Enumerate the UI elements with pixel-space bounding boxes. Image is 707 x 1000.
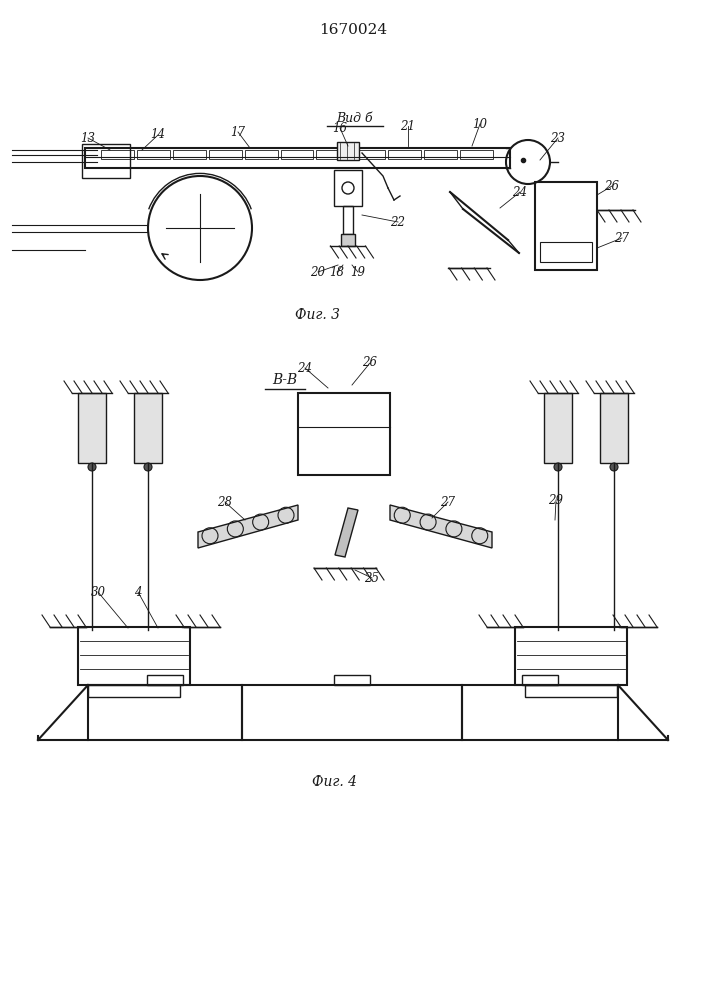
Bar xyxy=(209,150,242,159)
Text: 20: 20 xyxy=(310,265,325,278)
Bar xyxy=(78,393,106,463)
Polygon shape xyxy=(335,508,358,557)
Bar xyxy=(245,150,278,159)
Text: 4: 4 xyxy=(134,585,141,598)
Bar xyxy=(515,627,627,685)
Bar xyxy=(85,148,510,168)
Text: 24: 24 xyxy=(513,186,527,198)
Bar xyxy=(341,234,355,246)
Bar xyxy=(352,150,385,159)
Bar xyxy=(334,675,370,685)
Bar xyxy=(101,150,134,159)
Bar xyxy=(317,150,349,159)
Text: 27: 27 xyxy=(614,232,629,244)
Bar xyxy=(147,675,183,685)
Text: Фиг. 4: Фиг. 4 xyxy=(312,775,358,789)
Bar xyxy=(544,393,572,463)
Text: В-В: В-В xyxy=(272,373,298,387)
Bar xyxy=(337,142,359,160)
Circle shape xyxy=(144,463,152,471)
Text: 23: 23 xyxy=(551,131,566,144)
Text: 27: 27 xyxy=(440,495,455,508)
Text: 26: 26 xyxy=(604,180,619,192)
Bar xyxy=(540,242,592,262)
Circle shape xyxy=(88,463,96,471)
Text: 25: 25 xyxy=(365,572,380,584)
Text: 21: 21 xyxy=(400,119,416,132)
Bar xyxy=(522,675,558,685)
Text: 29: 29 xyxy=(549,493,563,506)
Text: 24: 24 xyxy=(298,361,312,374)
Bar xyxy=(298,393,390,475)
Bar xyxy=(82,144,130,178)
Bar xyxy=(462,685,618,740)
Bar xyxy=(600,393,628,463)
Text: 28: 28 xyxy=(218,495,233,508)
Bar xyxy=(424,150,457,159)
Text: Вид б: Вид б xyxy=(337,111,373,124)
Circle shape xyxy=(610,463,618,471)
Bar xyxy=(134,393,162,463)
Bar xyxy=(137,150,170,159)
Bar xyxy=(343,206,353,234)
Bar xyxy=(88,685,180,697)
Bar xyxy=(173,150,206,159)
Bar xyxy=(460,150,493,159)
Text: Фиг. 3: Фиг. 3 xyxy=(296,308,341,322)
Text: 1670024: 1670024 xyxy=(319,23,387,37)
Bar xyxy=(242,685,462,740)
Polygon shape xyxy=(390,505,492,548)
Text: 14: 14 xyxy=(151,128,165,141)
Bar xyxy=(525,685,617,697)
Text: 22: 22 xyxy=(390,216,406,229)
Circle shape xyxy=(554,463,562,471)
Text: 19: 19 xyxy=(351,265,366,278)
Text: 26: 26 xyxy=(363,357,378,369)
Text: 30: 30 xyxy=(90,585,105,598)
Text: 10: 10 xyxy=(472,117,488,130)
Bar xyxy=(281,150,313,159)
Text: 18: 18 xyxy=(329,265,344,278)
Text: 13: 13 xyxy=(81,131,95,144)
Text: 16: 16 xyxy=(332,121,348,134)
Bar xyxy=(334,170,362,206)
Bar xyxy=(535,182,597,270)
Polygon shape xyxy=(198,505,298,548)
Bar xyxy=(88,685,242,740)
Bar xyxy=(388,150,421,159)
Bar xyxy=(78,627,190,685)
Text: 17: 17 xyxy=(230,125,245,138)
